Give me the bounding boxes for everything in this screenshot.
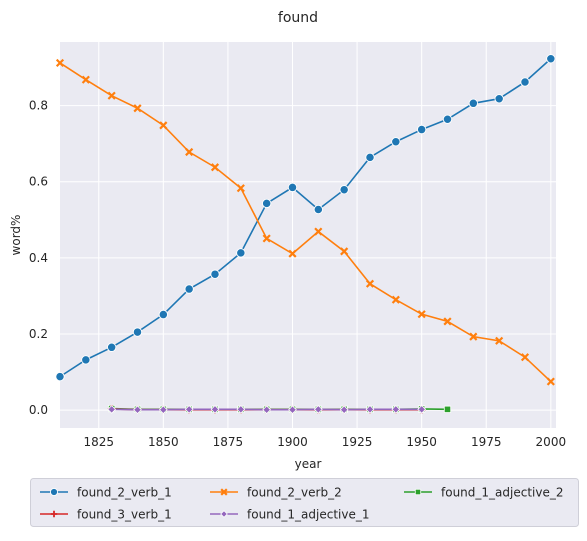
x-axis-label: year	[295, 457, 322, 471]
data-point	[340, 186, 348, 194]
data-point	[417, 125, 425, 133]
x-tick-label: 1850	[148, 435, 179, 449]
x-tick-label: 1875	[213, 435, 244, 449]
data-point	[107, 343, 115, 351]
legend-label: found_2_verb_2	[247, 486, 342, 500]
data-point	[521, 78, 529, 86]
data-point	[133, 328, 141, 336]
data-point	[366, 153, 374, 161]
data-point	[211, 270, 219, 278]
data-point	[262, 199, 270, 207]
y-tick-label: 0.4	[29, 251, 48, 265]
legend-label: found_2_verb_1	[77, 486, 172, 500]
legend-label: found_1_adjective_2	[441, 486, 563, 500]
data-point	[547, 55, 555, 63]
x-tick-label: 1925	[342, 435, 373, 449]
y-tick-label: 0.6	[29, 175, 48, 189]
x-tick-label: 2000	[536, 435, 567, 449]
legend-label: found_1_adjective_1	[247, 508, 369, 522]
x-tick-label: 1950	[406, 435, 437, 449]
data-point	[288, 183, 296, 191]
data-point	[495, 95, 503, 103]
data-point	[159, 310, 167, 318]
data-point	[50, 488, 57, 495]
y-tick-label: 0.0	[29, 403, 48, 417]
data-point	[237, 249, 245, 257]
legend-label: found_3_verb_1	[77, 508, 172, 522]
data-point	[469, 99, 477, 107]
x-tick-label: 1825	[83, 435, 114, 449]
data-point	[415, 489, 420, 494]
y-axis-label: word%	[9, 215, 23, 256]
data-point	[314, 205, 322, 213]
data-point	[185, 285, 193, 293]
y-tick-label: 0.2	[29, 327, 48, 341]
x-tick-label: 1900	[277, 435, 308, 449]
data-point	[82, 356, 90, 364]
data-point	[444, 406, 450, 412]
legend: found_2_verb_1 found_2_verb_2 found_1_adje…	[31, 479, 579, 527]
data-point	[443, 115, 451, 123]
chart-title: found	[278, 10, 318, 26]
data-point	[56, 372, 64, 380]
y-tick-label: 0.8	[29, 99, 48, 113]
plot-background	[60, 42, 556, 428]
x-tick-label: 1975	[471, 435, 502, 449]
data-point	[392, 138, 400, 146]
